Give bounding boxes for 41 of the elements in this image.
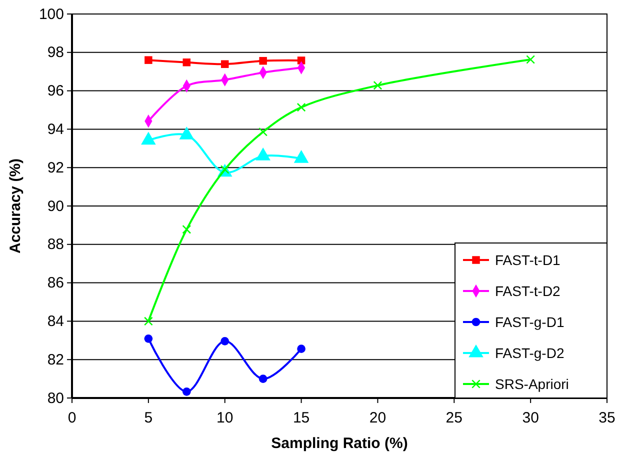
legend-label: FAST-g-D1 bbox=[495, 314, 564, 330]
point bbox=[220, 60, 229, 68]
y-tick-label: 98 bbox=[47, 44, 64, 62]
point bbox=[220, 336, 230, 346]
x-axis-title: Sampling Ratio (%) bbox=[271, 435, 408, 452]
y-tick-label: 84 bbox=[47, 313, 64, 330]
y-tick-label: 88 bbox=[47, 236, 64, 254]
point bbox=[297, 344, 306, 354]
point bbox=[259, 56, 267, 65]
x-tick-label: 25 bbox=[446, 410, 462, 426]
x-tick-label: 10 bbox=[216, 410, 234, 426]
x-tick-label: 15 bbox=[292, 410, 310, 426]
y-tick-label: 80 bbox=[47, 390, 64, 407]
y-tick-label: 82 bbox=[47, 351, 64, 368]
legend-label: FAST-g-D2 bbox=[495, 345, 564, 361]
point bbox=[182, 224, 192, 234]
y-tick-label: 92 bbox=[47, 159, 64, 176]
point bbox=[144, 334, 153, 343]
legend-label: FAST-t-D2 bbox=[495, 283, 561, 299]
x-tick-label: 0 bbox=[68, 410, 76, 426]
x-tick-label: 30 bbox=[522, 410, 539, 426]
y-tick-label: 90 bbox=[47, 198, 64, 215]
point bbox=[182, 58, 191, 66]
legend-label: SRS-Apriori bbox=[495, 376, 569, 392]
y-axis-title: Accuracy (%) bbox=[7, 158, 24, 254]
point bbox=[296, 102, 306, 112]
point bbox=[182, 387, 191, 396]
point bbox=[526, 55, 536, 64]
x-tick-label: 20 bbox=[369, 410, 386, 426]
y-tick-label: 86 bbox=[47, 274, 64, 292]
y-tick-label: 94 bbox=[47, 121, 64, 138]
point bbox=[373, 80, 382, 90]
x-tick-label: 5 bbox=[144, 410, 153, 426]
point bbox=[144, 56, 152, 64]
legend-label: FAST-t-D1 bbox=[495, 252, 561, 268]
y-tick-label: 100 bbox=[38, 6, 64, 23]
point bbox=[258, 127, 268, 136]
y-tick-label: 96 bbox=[47, 82, 64, 100]
point bbox=[258, 374, 268, 383]
point bbox=[144, 316, 153, 326]
x-tick-label: 35 bbox=[598, 410, 616, 426]
